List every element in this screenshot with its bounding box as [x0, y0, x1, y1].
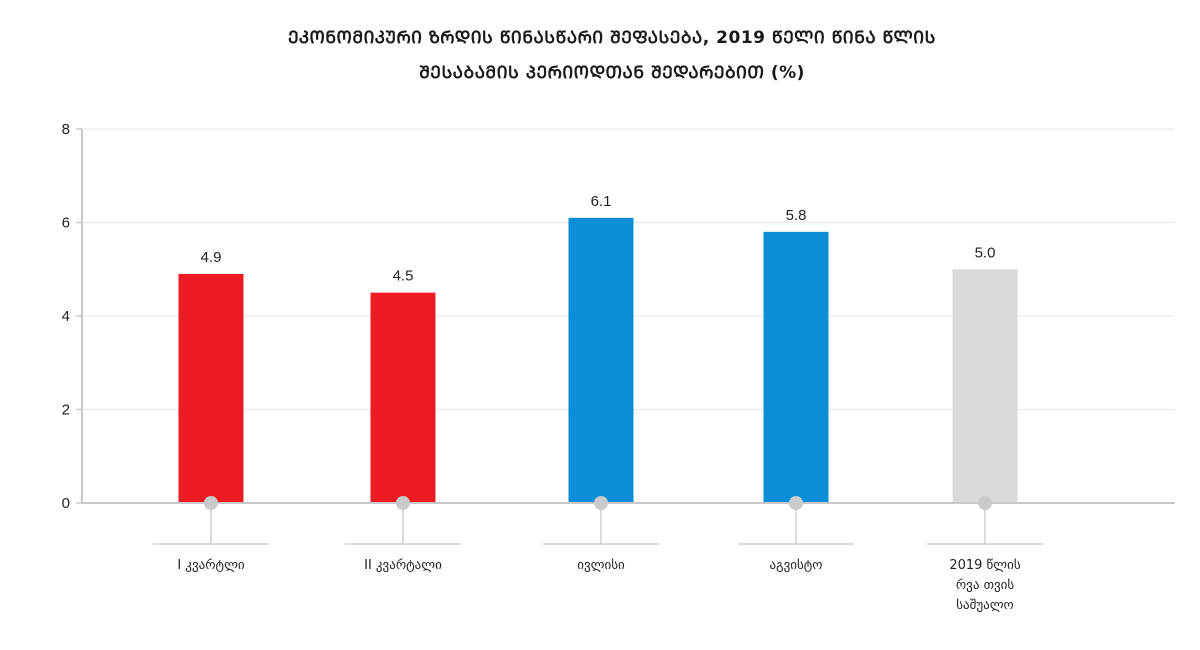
y-tick-label: 4: [62, 308, 70, 325]
chart-title-line-1: ᲔᲙᲝᲜᲝᲛᲘᲙᲣᲠᲘ ᲖᲠᲓᲘᲡ ᲬᲘᲜᲐᲡᲬᲐᲠᲘ ᲨᲔᲤᲐᲡᲔᲑᲐ, 20…: [288, 28, 936, 48]
data-label: 4.5: [393, 268, 414, 285]
data-label: 6.1: [591, 193, 612, 210]
data-label: 4.9: [201, 249, 222, 266]
x-category-label: რვა თვის: [956, 578, 1015, 593]
bar: [370, 292, 436, 503]
x-category-label: აგვისტო: [769, 558, 822, 573]
data-label: 5.8: [786, 207, 807, 224]
bar: [178, 273, 244, 503]
bar: [568, 217, 634, 503]
x-category-label: I კვარტლი: [177, 558, 245, 573]
chart-title-line-2: ᲨᲔᲡᲐᲑᲐᲛᲘᲡ ᲞᲔᲠᲘᲝᲓᲗᲐᲜ ᲨᲔᲓᲐᲠᲔᲑᲘᲗ (%): [419, 63, 805, 83]
y-tick-label: 2: [62, 402, 70, 419]
y-tick-label: 6: [62, 215, 70, 232]
category-marker-dot: [789, 496, 803, 510]
x-category-label: II კვარტალი: [364, 558, 442, 573]
category-marker-dot: [204, 496, 218, 510]
y-tick-label: 0: [62, 495, 70, 512]
x-category-label: საშუალო: [956, 598, 1014, 613]
x-category-label: 2019 წლის: [949, 558, 1021, 573]
category-marker-dot: [978, 496, 992, 510]
bar: [763, 231, 829, 503]
data-label: 5.0: [975, 244, 996, 261]
bar: [952, 269, 1018, 503]
category-marker-dot: [594, 496, 608, 510]
x-category-label: ივლისი: [577, 558, 625, 573]
category-marker-dot: [396, 496, 410, 510]
y-tick-label: 8: [62, 121, 70, 138]
